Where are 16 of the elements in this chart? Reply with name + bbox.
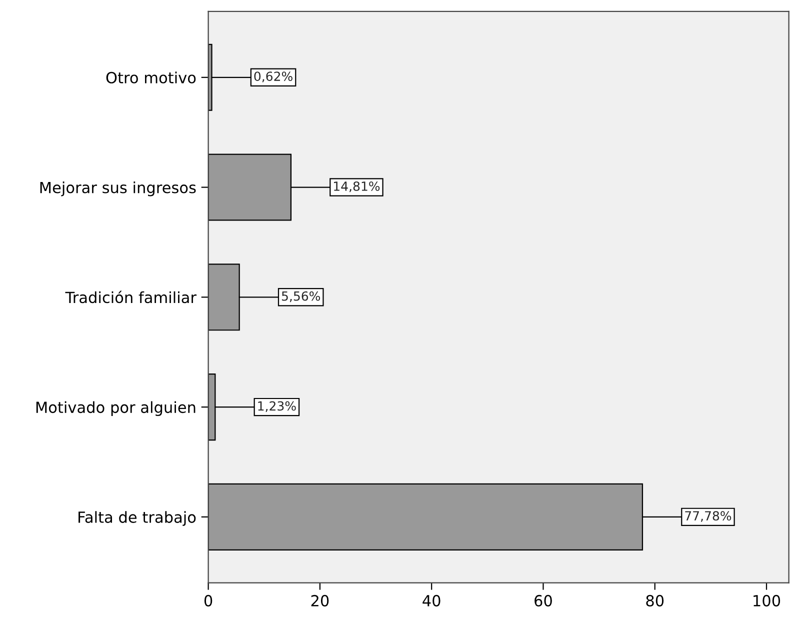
x-tick-label: 100	[754, 594, 780, 606]
y-tick-label: Falta de trabajo	[78, 511, 196, 526]
data-label: 1,23%	[258, 401, 296, 412]
data-label: 77,78%	[685, 511, 732, 522]
x-tick-label: 40	[422, 594, 440, 606]
x-tick-label: 20	[311, 594, 329, 606]
y-tick-label: Tradición familiar	[65, 290, 196, 304]
data-label: 5,56%	[282, 291, 320, 302]
y-tick-label: Motivado por alguien	[36, 401, 196, 416]
x-tick-label: 60	[534, 594, 552, 606]
y-tick-label: Mejorar sus ingresos	[40, 181, 196, 196]
data-label: 0,62%	[254, 72, 292, 82]
data-label: 14,81%	[334, 181, 380, 192]
y-tick-label: Otro motivo	[106, 72, 196, 84]
x-tick-label: 80	[646, 594, 664, 606]
x-tick-label: 0	[204, 594, 212, 606]
